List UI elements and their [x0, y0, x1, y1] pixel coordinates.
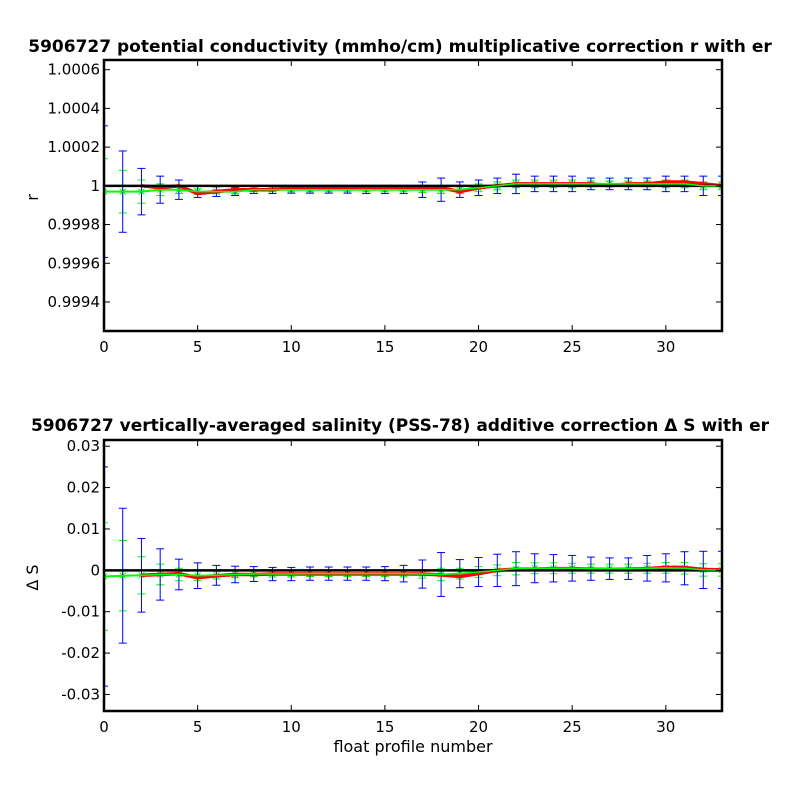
error-bar	[104, 522, 108, 631]
error-bar	[104, 466, 108, 687]
chart-panel-2: 5906727 vertically-averaged salinity (PS…	[23, 416, 770, 756]
x-tick-label: 25	[563, 338, 582, 356]
y-tick-label: 0.9996	[48, 254, 101, 272]
y-axis-label: r	[23, 194, 42, 201]
axes-frame	[102, 438, 724, 713]
x-tick-label: 20	[469, 718, 488, 736]
data-point-marker	[104, 573, 108, 580]
error-bar	[104, 125, 108, 258]
x-tick-label: 5	[193, 718, 203, 736]
data-point-marker	[718, 566, 722, 574]
y-tick-label: -0.02	[61, 644, 100, 662]
y-tick-label: 1.0002	[48, 138, 101, 156]
chart-title: 5906727 vertically-averaged salinity (PS…	[31, 416, 770, 436]
error-bar	[718, 175, 722, 196]
x-axis-label: float profile number	[333, 737, 493, 756]
error-bar	[718, 181, 722, 191]
plot-area	[104, 60, 722, 331]
data-point-marker	[718, 182, 722, 190]
x-tick-label: 15	[375, 718, 394, 736]
y-tick-label: 1	[90, 177, 100, 195]
series-line-green-overlay	[104, 183, 722, 193]
y-tick-label: 0.02	[67, 479, 100, 497]
x-tick-label: 5	[193, 338, 203, 356]
y-tick-label: 0.9998	[48, 216, 101, 234]
axes-frame	[102, 58, 724, 333]
x-tick-label: 0	[99, 718, 109, 736]
y-axis-label: Δ S	[23, 564, 42, 590]
data-point-marker	[104, 188, 108, 195]
y-tick-label: -0.03	[61, 685, 100, 703]
series-line-green-overlay	[104, 567, 722, 578]
y-tick-label: 0.03	[67, 437, 100, 455]
x-tick-label: 10	[282, 338, 301, 356]
chart-title: 5906727 potential conductivity (mmho/cm)…	[28, 37, 772, 57]
error-bar	[718, 563, 722, 577]
error-bar	[718, 550, 722, 590]
y-tick-label: 0	[90, 561, 100, 579]
x-tick-label: 0	[99, 338, 109, 356]
x-tick-label: 30	[656, 718, 675, 736]
x-tick-label: 15	[375, 338, 394, 356]
y-tick-label: 0.9994	[48, 293, 101, 311]
y-tick-label: 0.01	[67, 520, 100, 538]
x-tick-label: 25	[563, 718, 582, 736]
x-tick-label: 20	[469, 338, 488, 356]
x-tick-label: 10	[282, 718, 301, 736]
chart-panel-1: 5906727 potential conductivity (mmho/cm)…	[23, 37, 772, 356]
y-tick-label: 1.0006	[48, 61, 101, 79]
x-tick-label: 30	[656, 338, 675, 356]
y-tick-label: -0.01	[61, 603, 100, 621]
y-tick-label: 1.0004	[48, 99, 101, 117]
